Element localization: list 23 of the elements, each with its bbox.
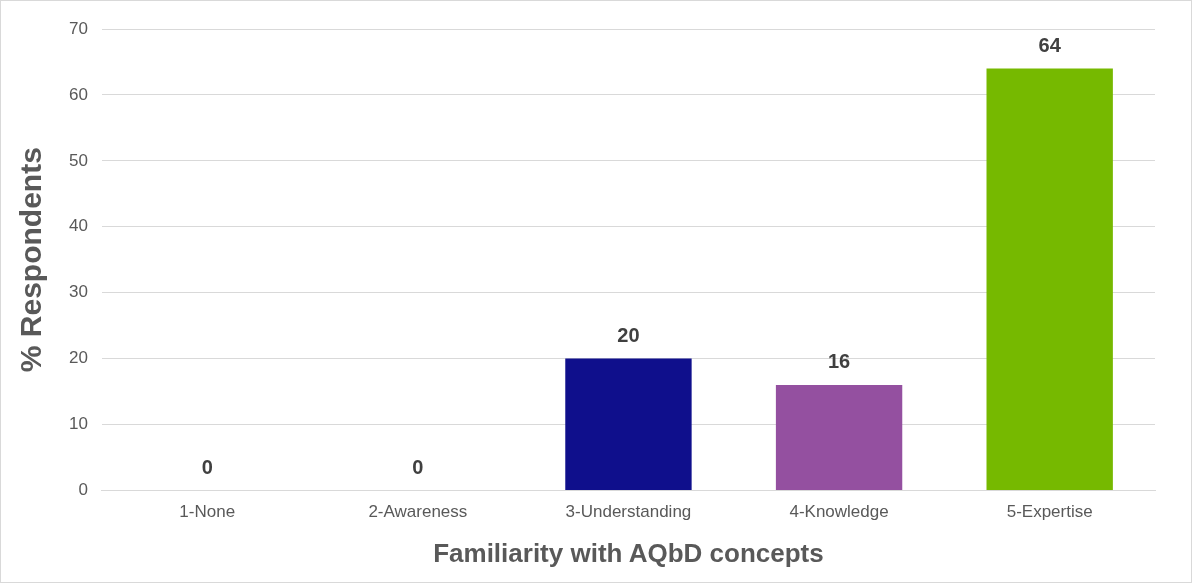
data-label: 20 bbox=[617, 324, 640, 347]
data-label: 64 bbox=[1038, 34, 1062, 57]
y-tick-label: 20 bbox=[68, 348, 88, 368]
x-tick-label: 4-Knowledge bbox=[789, 502, 889, 522]
x-tick-label: 5-Expertise bbox=[1006, 502, 1093, 522]
x-tick-label: 3-Understanding bbox=[565, 502, 692, 522]
data-label: 16 bbox=[827, 350, 851, 373]
y-tick-label: 50 bbox=[68, 150, 88, 170]
y-tick-label: 30 bbox=[68, 282, 88, 302]
bar bbox=[775, 384, 903, 490]
y-tick-label: 70 bbox=[68, 18, 88, 38]
bar bbox=[986, 68, 1113, 490]
x-axis-title: Familiarity with AQbD concepts bbox=[433, 537, 824, 568]
x-tick-label: 2-Awareness bbox=[368, 502, 468, 522]
y-tick-label: 0 bbox=[78, 480, 88, 500]
y-tick-label: 10 bbox=[68, 414, 88, 434]
y-tick-label: 60 bbox=[68, 84, 88, 104]
bar bbox=[565, 358, 692, 490]
y-tick-label: 40 bbox=[68, 216, 88, 236]
y-axis-title: % Respondents bbox=[14, 147, 48, 373]
data-label: 0 bbox=[201, 455, 213, 478]
data-label: 0 bbox=[412, 455, 424, 478]
x-tick-label: 1-None bbox=[179, 502, 236, 522]
